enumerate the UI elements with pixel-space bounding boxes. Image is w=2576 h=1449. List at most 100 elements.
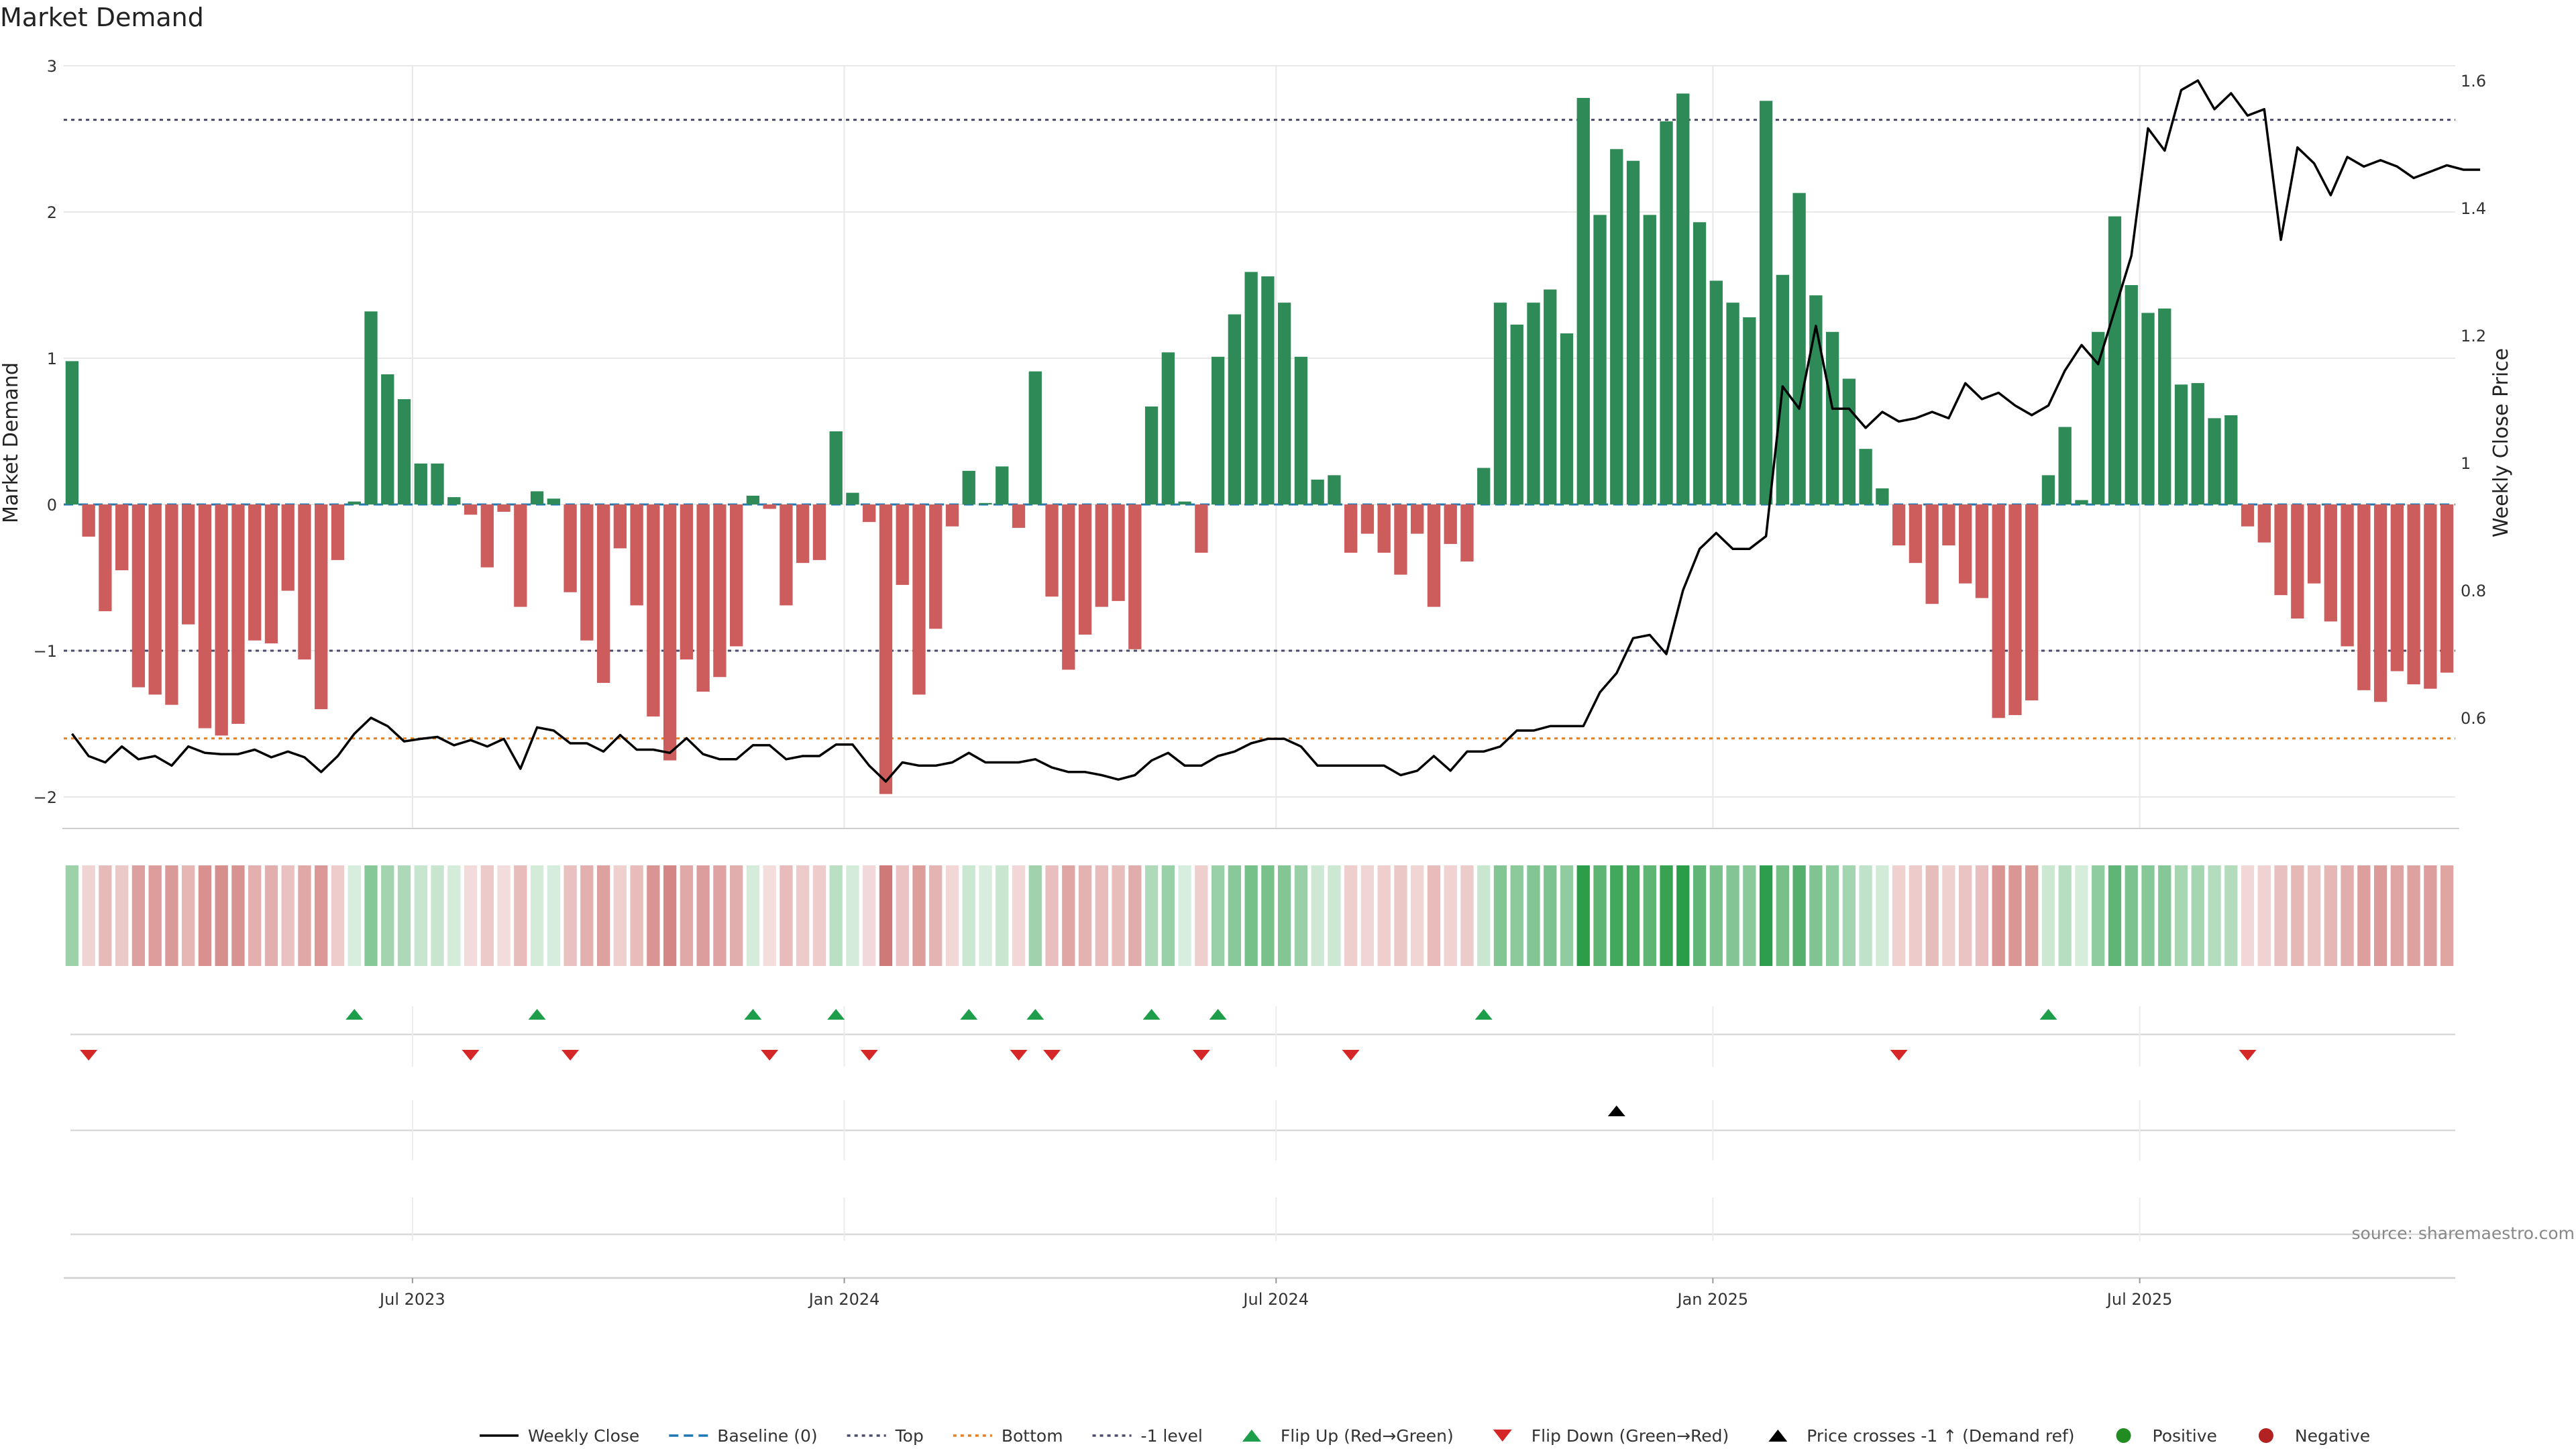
heat-strip-cell [264, 865, 278, 966]
legend-swatch [1493, 1430, 1512, 1442]
heat-strip-cell [2390, 865, 2404, 966]
demand-bar-negative [131, 504, 146, 688]
demand-bar-positive [1709, 280, 1723, 504]
demand-bar-positive [2158, 308, 2171, 504]
demand-bar-negative [780, 504, 793, 606]
heat-strip-cell [381, 865, 394, 966]
heat-strip-cell [198, 865, 212, 966]
x-tick-label: Jan 2024 [808, 1290, 880, 1309]
demand-bar-positive [1876, 488, 1889, 504]
flip-down-marker [1043, 1050, 1061, 1061]
heat-strip-cell [414, 865, 427, 966]
x-tick-label: Jul 2023 [378, 1290, 445, 1309]
heat-strip-cell [2241, 865, 2255, 966]
heat-strip-cell [1643, 865, 1656, 966]
flip-down-marker [80, 1050, 98, 1061]
demand-bar-negative [1394, 504, 1407, 575]
demand-bar-positive [1211, 356, 1225, 504]
heat-strip-cell [1078, 865, 1092, 966]
heat-strip-cell [796, 865, 810, 966]
demand-bar-positive [996, 466, 1009, 504]
heat-strip-cell [1161, 865, 1175, 966]
demand-bar-negative [1460, 504, 1474, 562]
heat-strip-cell [148, 865, 162, 966]
heat-strip-cell [1028, 865, 1042, 966]
demand-bar-positive [1161, 352, 1175, 504]
flip-up-marker [2039, 1009, 2057, 1020]
demand-bar-negative [663, 504, 677, 761]
demand-bar-positive [1842, 378, 1856, 504]
heat-strip-cell [65, 865, 79, 966]
demand-bar-negative [1078, 504, 1092, 635]
demand-bar-positive [1660, 121, 1673, 505]
demand-bar-negative [2025, 504, 2039, 701]
heat-strip-cell [730, 865, 743, 966]
x-tick-label: Jan 2025 [1676, 1290, 1749, 1309]
demand-bar-positive [2041, 475, 2055, 504]
demand-bar-positive [1544, 289, 1557, 504]
reference-lines [64, 119, 2455, 740]
heat-strip-cell [1992, 865, 2005, 966]
heat-strip-cell [1626, 865, 1640, 966]
heat-strip-cell [879, 865, 893, 966]
legend-swatch [1242, 1430, 1261, 1442]
legend-label: Baseline (0) [717, 1426, 817, 1446]
heat-strip-cell [248, 865, 262, 966]
heat-strip-cell [2324, 865, 2337, 966]
demand-bar-negative [1062, 504, 1075, 670]
demand-bar-positive [2108, 216, 2122, 504]
flip-down-marker [1342, 1050, 1360, 1061]
demand-bar-positive [1028, 371, 1042, 504]
demand-bar-positive [1261, 276, 1275, 504]
demand-bar-negative [2373, 504, 2387, 702]
demand-bar-negative [1195, 504, 1208, 553]
demand-bar-positive [1144, 406, 1159, 504]
demand-bar-positive [1311, 479, 1324, 504]
demand-bar-negative [912, 504, 926, 695]
demand-bar-negative [198, 504, 212, 729]
heat-strip-cell [2257, 865, 2271, 966]
demand-bar-negative [2390, 504, 2404, 672]
heat-strip-cell [1809, 865, 1823, 966]
y-tick-label: −1 [34, 642, 57, 661]
demand-bar-positive [1527, 303, 1540, 504]
demand-bar-positive [1792, 193, 1806, 504]
demand-bar-positive [1825, 331, 1839, 504]
y2-tick-label: 1.6 [2461, 72, 2486, 91]
heat-strip-cell [1062, 865, 1075, 966]
y2-tick-label: 0.8 [2461, 582, 2486, 600]
heat-strip-cell [912, 865, 926, 966]
demand-bar-negative [564, 504, 577, 592]
demand-bar-positive [1726, 303, 1739, 504]
heat-strip-cell [1726, 865, 1739, 966]
demand-bar-negative [514, 504, 527, 607]
demand-bar-negative [1959, 504, 1972, 584]
flip-up-marker [1026, 1009, 1044, 1020]
demand-bar-negative [1045, 504, 1059, 597]
heat-strip-cell [1660, 865, 1673, 966]
heat-strip-cell [2008, 865, 2022, 966]
demand-bar-positive [1859, 449, 1872, 504]
demand-bar-positive [1328, 475, 1341, 504]
heat-strip-cell [1925, 865, 1939, 966]
demand-bar-positive [1626, 160, 1640, 504]
heat-strip-cell [1112, 865, 1125, 966]
heat-strip-cell [2424, 865, 2437, 966]
heat-strip-cell [2141, 865, 2155, 966]
demand-bar-negative [2291, 504, 2304, 619]
legend-label: -1 level [1141, 1426, 1203, 1446]
legend-label: Weekly Close [528, 1426, 639, 1446]
heat-strip-cell [215, 865, 228, 966]
heat-strip-cell [1377, 865, 1391, 966]
heat-strip-cell [829, 865, 843, 966]
heat-strip-cell [780, 865, 793, 966]
demand-bar-negative [2407, 504, 2420, 685]
demand-bar-negative [2424, 504, 2437, 689]
demand-bar-negative [896, 504, 909, 585]
demand-bar-positive [1294, 356, 1308, 504]
y2-tick-label: 1.2 [2461, 327, 2486, 345]
flip-up-marker [827, 1009, 845, 1020]
heat-strip-cell [896, 865, 909, 966]
demand-bar-positive [65, 361, 79, 504]
heat-strip-cell [2025, 865, 2039, 966]
